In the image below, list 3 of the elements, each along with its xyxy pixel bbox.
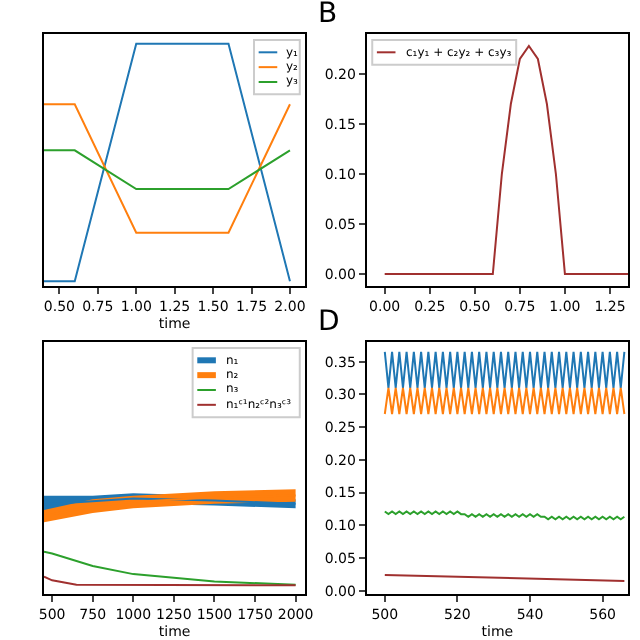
text: D xyxy=(318,306,340,338)
line-series xyxy=(383,45,628,275)
text: B xyxy=(318,0,338,30)
